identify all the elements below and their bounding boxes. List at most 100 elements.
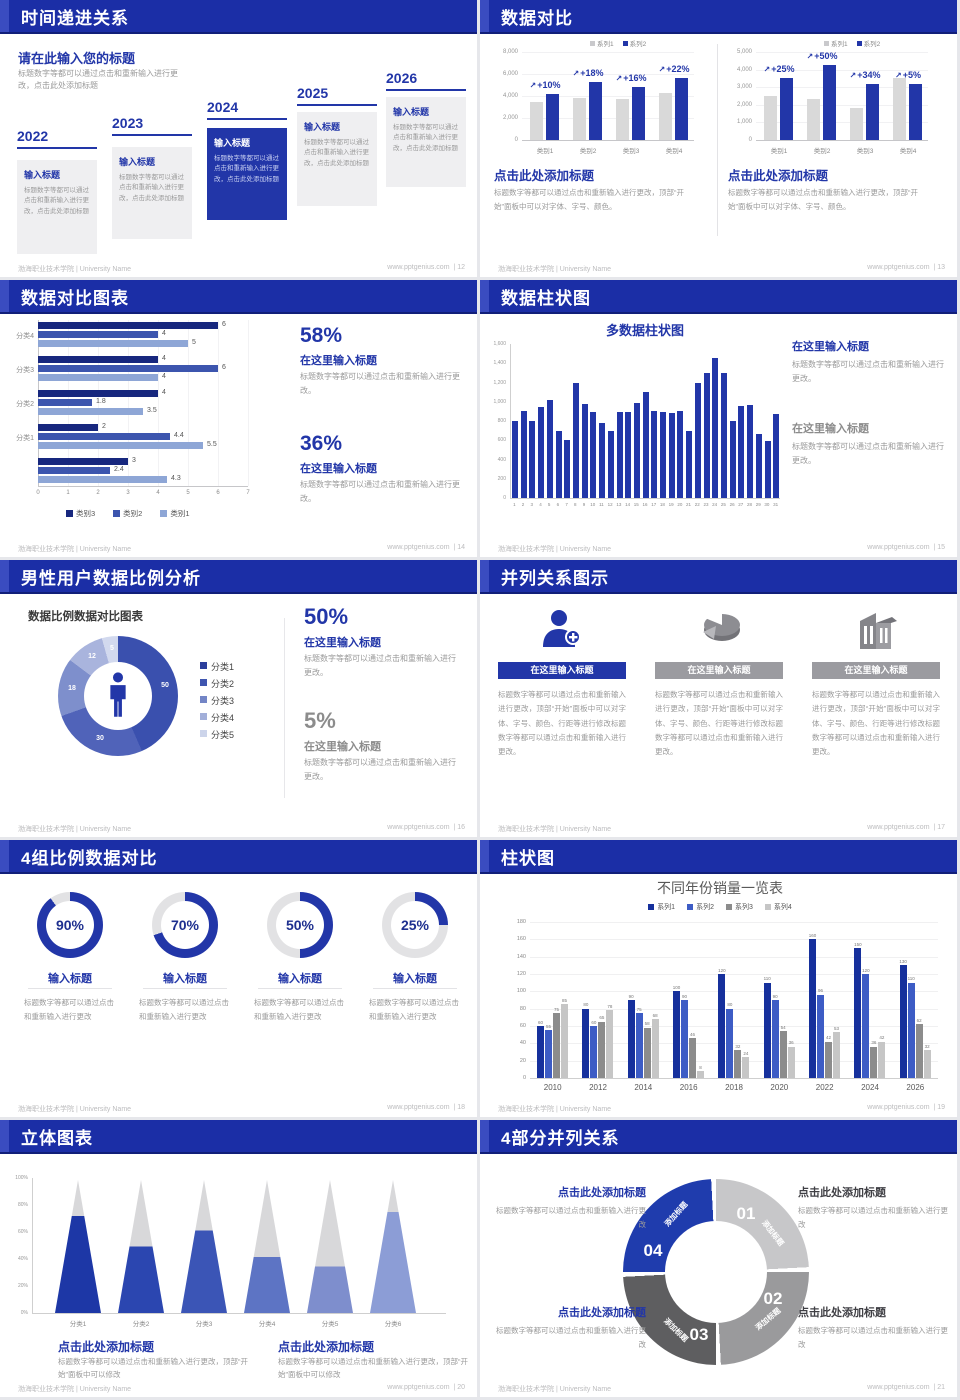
bar xyxy=(694,382,701,498)
caption-body: 标题数字等都可以通过点击和重新输入进行更改，顶部“开始”面板中可以对字体、字号、… xyxy=(728,188,918,211)
segment-number: 02 xyxy=(763,1289,783,1308)
bar-value-label: 55 xyxy=(545,1023,551,1029)
block-body: 标题数字等都可以通过点击和重新输入进行更改 xyxy=(496,1326,646,1349)
legend-label: 系列2 xyxy=(629,41,647,48)
slide-13-data-comparison: 数据对比 系列1 系列2 8,000 6,000 4,000 2,000 0 ↗+10% 类别1… xyxy=(480,0,957,277)
y-axis-label: 0 xyxy=(514,137,518,143)
x-axis-label: 2014 xyxy=(634,1083,653,1092)
segment-number: 01 xyxy=(736,1204,756,1223)
block-title: 点击此处添加标题 xyxy=(798,1187,886,1199)
bar-value-label: 4 xyxy=(162,355,166,362)
footer-page-number: 13 xyxy=(937,264,945,271)
legend-item: 系列2 xyxy=(622,38,647,48)
segment-number: 03 xyxy=(689,1325,709,1344)
bar xyxy=(643,1027,651,1078)
growth-label: ↗+18% xyxy=(564,68,612,78)
stat-title: 在这里输入标题 xyxy=(300,355,377,367)
bar xyxy=(809,939,816,1078)
legend-label: 类别1 xyxy=(170,509,190,518)
y-axis-label: 0 xyxy=(503,495,506,501)
y-axis-label: 1,200 xyxy=(493,379,506,386)
footer-site: www.pptgenius.com | 17 xyxy=(867,824,945,834)
footer-url: www.pptgenius.com xyxy=(867,1104,930,1111)
increase-arrow-icon: ↗ xyxy=(615,74,623,84)
x-axis-label: 2024 xyxy=(861,1083,879,1092)
legend-item: 系列4 xyxy=(764,902,792,912)
bar-value-label: 6 xyxy=(222,364,226,371)
bar xyxy=(703,372,710,498)
bar xyxy=(686,430,693,498)
legend-item: 系列2 xyxy=(687,902,714,912)
footer-url: www.pptgenius.com xyxy=(387,1104,450,1111)
footer-url: www.pptgenius.com xyxy=(387,824,450,831)
bar xyxy=(862,974,870,1078)
bar xyxy=(681,1000,688,1078)
x-axis-label: 1 xyxy=(513,502,516,507)
bar-value-label: 2 xyxy=(102,423,106,430)
bar xyxy=(738,405,745,498)
bar-series2 xyxy=(675,78,688,140)
footer-university: 渤海职业技术学院 | University Name xyxy=(498,1106,612,1113)
stat-body: 标题数字等都可以通过点击和重新输入进行更改。 xyxy=(304,654,456,677)
footer-url: www.pptgenius.com xyxy=(867,264,930,271)
caption-title: 点击此处添加标题 xyxy=(278,1340,375,1354)
timeline-year-underline xyxy=(386,89,466,91)
y-axis-label: 400 xyxy=(497,456,506,463)
bar xyxy=(651,411,658,498)
bar xyxy=(763,982,771,1078)
growth-value: +22% xyxy=(666,64,690,75)
bar xyxy=(520,411,527,498)
slide-content: 0 1 2 3 4 5 6 7 分类4 6 4 5 分类3 4 6 4 分类2 4 1.8 3.5 分类1 2 4.4 5.5… xyxy=(0,316,477,543)
bar xyxy=(581,403,588,498)
panel-divider xyxy=(717,44,718,236)
x-axis-label: 分类2 xyxy=(132,1321,150,1328)
footer-university: 渤海职业技术学院 | University Name xyxy=(498,826,612,833)
gridline xyxy=(522,96,694,97)
column-title-bar: 在这里输入标题 xyxy=(812,662,940,679)
timeline-step-card: 输入标题 标题数字等都可以通过点击和重新输入进行更改，点击此处添加标题 xyxy=(17,160,97,254)
x-axis-label: 31 xyxy=(773,502,779,507)
gridline xyxy=(158,320,159,486)
footer-separator: | xyxy=(449,1384,458,1391)
bar-series2 xyxy=(546,93,559,140)
timeline-step-title: 输入标题 xyxy=(393,107,430,117)
increase-arrow-icon: ↗ xyxy=(658,65,666,75)
y-axis-label: 4,000 xyxy=(502,93,518,99)
increase-arrow-icon: ↗ xyxy=(529,80,537,90)
bar-value-label: 60 xyxy=(591,1019,597,1025)
footer-page-number: 21 xyxy=(937,1384,945,1391)
legend-marker xyxy=(160,510,168,517)
legend-label: 分类2 xyxy=(211,679,235,689)
stat-title: 在这里输入标题 xyxy=(304,741,381,753)
slide-title: 男性用户数据比例分析 xyxy=(21,568,201,588)
bar-value-label: 150 xyxy=(854,941,862,947)
x-axis-label: 2020 xyxy=(770,1083,789,1092)
timeline-step-card: 输入标题 标题数字等都可以通过点击和重新输入进行更改，点击此处添加标题 xyxy=(297,112,377,206)
footer-university: 渤海职业技术学院 | University Name xyxy=(18,546,132,553)
bar xyxy=(590,1026,598,1078)
y-axis-label: 20% xyxy=(17,1283,28,1289)
footer-university: 渤海职业技术学院 | University Name xyxy=(18,1386,132,1393)
slide-content: 90% 输入标题 标题数字等都可以通过点击和重新输入进行更改 70% 输入标题 标题数字等… xyxy=(0,876,477,1103)
chart-title: 数据比例数据对比图表 xyxy=(28,611,143,623)
slide-header: 数据对比 xyxy=(480,0,957,34)
header-accent-bar xyxy=(480,1120,489,1152)
caption-title: 点击此处添加标题 xyxy=(728,169,829,183)
legend-item: 系列2 xyxy=(856,38,880,48)
bar-value-label: 130 xyxy=(899,958,907,964)
progress-ring-center: 50% xyxy=(276,901,324,949)
timeline-step-title: 输入标题 xyxy=(214,138,251,148)
bar xyxy=(833,1032,840,1078)
progress-ring-center: 90% xyxy=(46,901,94,949)
gridline xyxy=(756,104,928,106)
x-axis-label: 2012 xyxy=(589,1083,607,1092)
bar-value-label: 120 xyxy=(718,967,726,973)
bar xyxy=(747,404,754,498)
timeline-step-card: 输入标题 标题数字等都可以通过点击和重新输入进行更改，点击此处添加标题 xyxy=(112,147,192,239)
bar xyxy=(546,399,553,498)
y-axis-label: 2,000 xyxy=(736,101,752,108)
progress-percent: 25% xyxy=(400,917,430,933)
x-axis-label: 2026 xyxy=(906,1083,925,1092)
x-axis-label: 18 xyxy=(659,502,665,507)
x-axis-label: 分类4 xyxy=(258,1321,276,1328)
